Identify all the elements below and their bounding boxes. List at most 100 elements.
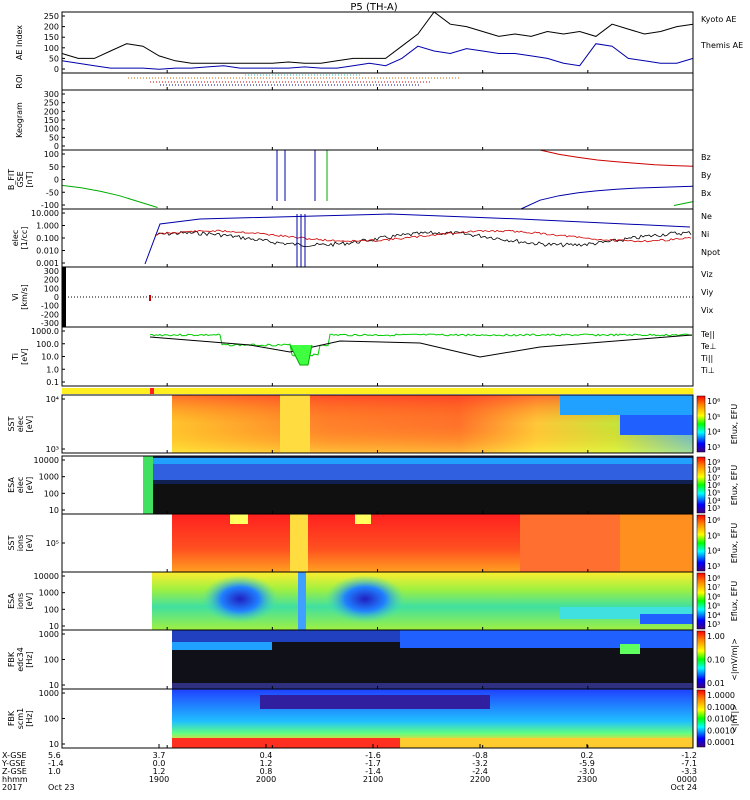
- ytick-label: 250: [44, 12, 59, 21]
- panel-frame-dens: [61, 208, 694, 268]
- esa-ion-band: [640, 614, 693, 624]
- panel-ylabel: ROI: [15, 74, 24, 88]
- xaxis-value: -1.6: [365, 751, 381, 760]
- colorbar-tick: 10⁷: [707, 473, 720, 482]
- colorbar-tick: 10⁴: [707, 547, 720, 556]
- ytick-label: 10⁵: [46, 539, 59, 548]
- xaxis-value: Oct 23: [48, 783, 75, 792]
- ytick-label: 300: [44, 267, 59, 276]
- xaxis-value: 0.0: [153, 759, 166, 768]
- panel-ylabel: scm1: [16, 708, 25, 729]
- ytick-label: 1000: [39, 589, 59, 598]
- b-field-line: [539, 149, 694, 167]
- ytick-label: 100.0: [36, 340, 59, 349]
- ytick-label: 10: [49, 622, 59, 631]
- ytick-label: 10000: [34, 572, 59, 581]
- colorbar-tick: 10⁷: [707, 583, 720, 592]
- ytick-label: 10.000: [31, 209, 59, 218]
- xaxis-value: 1900: [149, 775, 169, 784]
- sst-elec-band: [280, 395, 310, 453]
- xaxis-value: 2200: [470, 775, 490, 784]
- colorbar-tick: 10³: [707, 443, 720, 452]
- xaxis-value: -2.4: [472, 767, 488, 776]
- xaxis-row-label: 2017: [2, 783, 22, 792]
- xaxis-value: 1.2: [260, 759, 273, 768]
- colorbar: [696, 689, 706, 748]
- panel-ylabel: ions: [16, 535, 25, 551]
- colorbar-tick: 10⁶: [707, 516, 720, 525]
- ytick-label: 10.0: [41, 353, 59, 362]
- panel-ylabel: [1/cc]: [20, 227, 29, 250]
- colorbar-tick: 10⁸: [707, 574, 720, 583]
- panel-ylabel: [nT]: [25, 171, 34, 187]
- panel-frame-ae: [61, 11, 694, 74]
- xaxis-value: -1.4: [365, 767, 381, 776]
- ytick-label: 10: [49, 681, 59, 690]
- sst-ion-band: [290, 514, 308, 572]
- colorbar-tick: 1.00: [707, 632, 725, 641]
- ytick-label: 100: [44, 150, 59, 159]
- fbk-b-band: [260, 695, 490, 709]
- xaxis-value: 0.8: [260, 767, 273, 776]
- ytick-label: 10⁴: [46, 395, 59, 404]
- ne-line: [154, 229, 692, 243]
- ytick-label: 10000: [34, 456, 59, 465]
- xaxis-value: -1.4: [48, 759, 64, 768]
- ytick-label: -300: [41, 319, 59, 328]
- legend-label: Viz: [701, 270, 713, 279]
- xaxis-row-label: Y-GSE: [1, 759, 25, 768]
- panel-frame-bfit: [61, 149, 694, 210]
- panel-ylabel: FBK: [7, 651, 16, 667]
- xaxis-value: -0.8: [472, 751, 488, 760]
- te-para-line: [149, 334, 693, 358]
- sst-elec-band: [620, 415, 693, 435]
- legend-label: Npot: [701, 248, 720, 257]
- panel-ylabel: elec: [11, 230, 20, 246]
- xaxis-value: 0.4: [260, 751, 273, 760]
- panel-ylabel: B_FIT: [7, 169, 16, 190]
- ytick-label: 0.100: [36, 234, 59, 243]
- legend-label: Bz: [701, 153, 711, 162]
- ytick-label: 50: [49, 54, 59, 63]
- ni-line: [154, 230, 692, 248]
- legend-label: Ni: [701, 230, 709, 239]
- panel-frame-temp: [61, 326, 694, 387]
- xaxis-value: 3.7: [153, 751, 166, 760]
- colorbar-tick: 10³: [707, 562, 720, 571]
- b-field-line: [61, 184, 694, 208]
- xaxis-value: Oct 24: [670, 783, 697, 792]
- ytick-label: 1.0: [46, 365, 59, 374]
- ti-dip: [289, 344, 313, 366]
- colorbar-tick: 10³: [707, 504, 720, 513]
- sst-ion-band: [620, 514, 693, 572]
- ytick-label: 150: [44, 33, 59, 42]
- panel-frame-keogram: [61, 89, 694, 151]
- ytick-label: 1000.0: [31, 327, 59, 336]
- panel-ylabel: [Hz]: [25, 651, 34, 667]
- colorbar-label: Eflux, EFU: [730, 581, 739, 622]
- xaxis-value: 5.6: [48, 751, 61, 760]
- colorbar-tick: 10⁶: [707, 397, 720, 406]
- ytick-label: 200: [44, 107, 59, 116]
- ytick-label: 10: [49, 506, 59, 515]
- ytick-label: 200: [44, 276, 59, 285]
- ytick-label: 0.010: [36, 247, 59, 256]
- panel-ylabel: Vi: [11, 293, 20, 301]
- plot-title: P5 (TH-A): [350, 2, 397, 13]
- colorbar-label: Eflux, EFU: [730, 465, 739, 506]
- ytick-label: -200: [41, 310, 59, 319]
- panel-ylabel: edc34: [16, 647, 25, 672]
- quality-flag-mark: [150, 388, 154, 394]
- esa-elec-band: [150, 458, 693, 464]
- fbk-e-band: [172, 642, 272, 650]
- panel-ylabel: [Hz]: [25, 710, 34, 726]
- ytick-label: 0: [54, 65, 59, 74]
- colorbar-tick: 0.0010: [707, 726, 735, 735]
- esa-ion-blob: [325, 575, 405, 623]
- spectrogram-layer: [62, 74, 693, 748]
- ytick-label: 0: [54, 176, 59, 185]
- panel-ylabel: Ti: [11, 353, 20, 361]
- esa-elec-band: [143, 456, 153, 514]
- xaxis-row-label: X-GSE: [2, 751, 27, 760]
- colorbar-tick: 0.1000: [707, 703, 735, 712]
